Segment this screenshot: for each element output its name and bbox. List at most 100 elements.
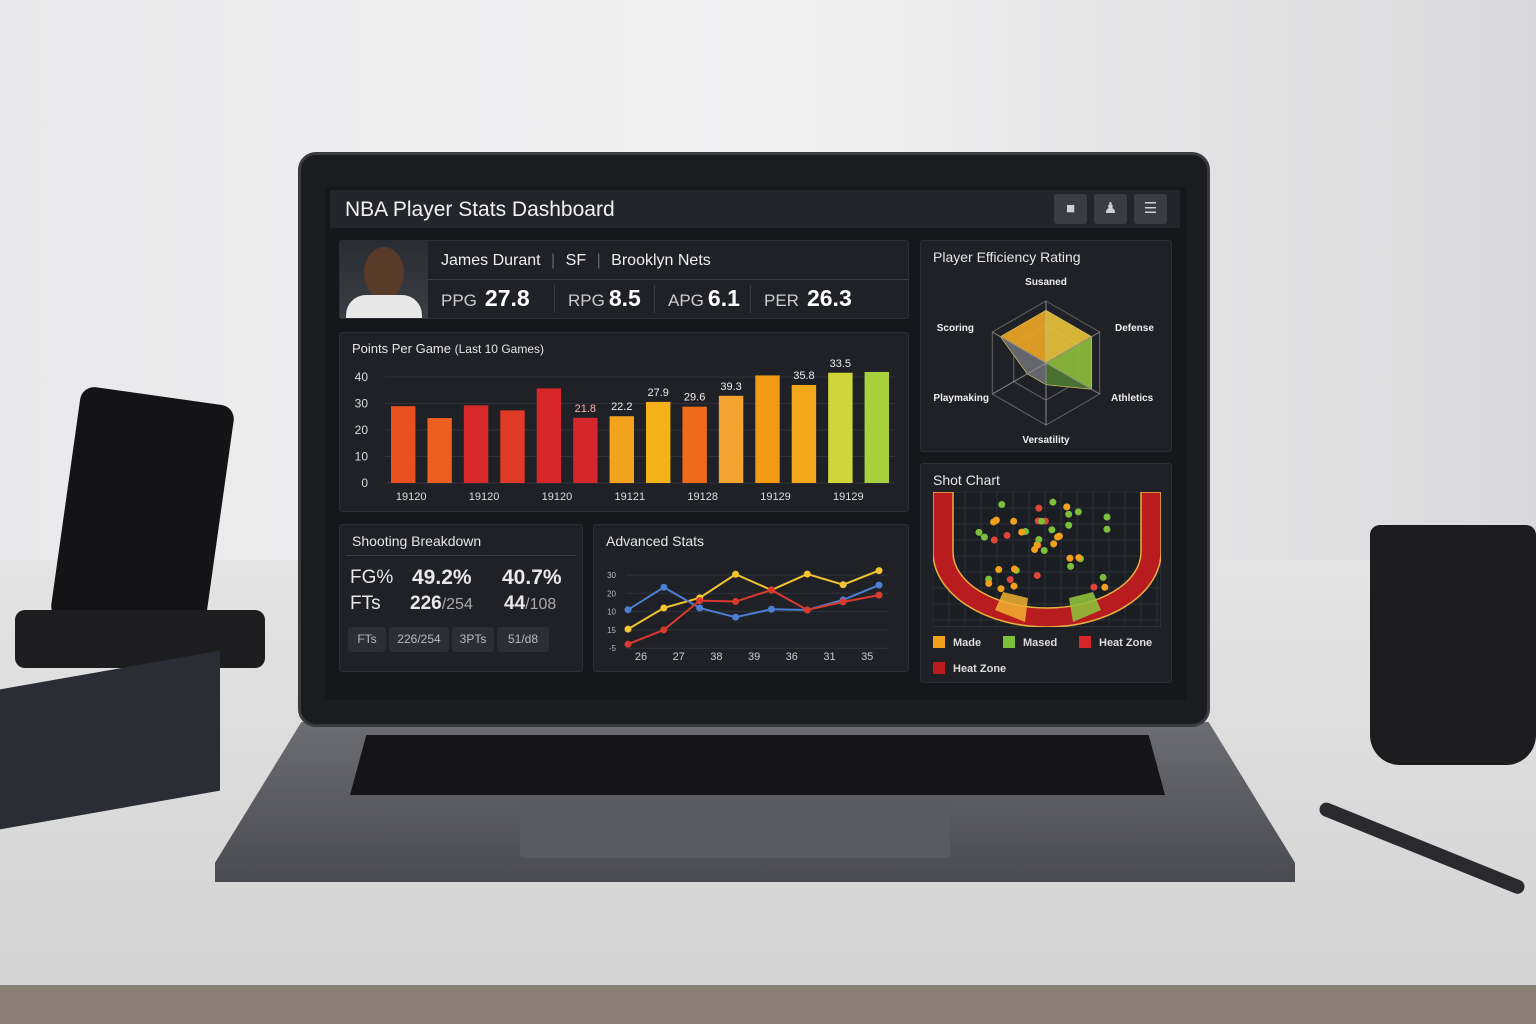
bar bbox=[536, 388, 562, 483]
data-point bbox=[660, 583, 668, 591]
x-tick-label: 36 bbox=[786, 651, 798, 663]
per-title: Player Efficiency Rating bbox=[933, 249, 1081, 265]
shot-dot bbox=[1055, 532, 1063, 540]
stat-rpg: RPG 8.5 bbox=[568, 285, 641, 311]
shot-dot bbox=[1040, 546, 1048, 554]
x-tick-label: 19120 bbox=[396, 491, 427, 503]
y-tick-label: 20 bbox=[607, 589, 616, 598]
data-point bbox=[875, 591, 883, 599]
shot-dot bbox=[1065, 521, 1073, 529]
ppg-chart-title: Points Per Game (Last 10 Games) bbox=[352, 341, 544, 356]
bar bbox=[391, 406, 416, 483]
shot-dot bbox=[975, 528, 983, 536]
shot-dot bbox=[1010, 565, 1018, 573]
three-pct: 40.7% bbox=[502, 566, 562, 589]
keyboard bbox=[350, 735, 1165, 795]
player-position: SF bbox=[565, 252, 587, 269]
coffee-mug bbox=[1370, 525, 1536, 765]
square-icon[interactable]: ■ bbox=[1054, 194, 1087, 224]
bar bbox=[828, 372, 853, 483]
data-point bbox=[732, 570, 740, 578]
advanced-title: Advanced Stats bbox=[606, 533, 705, 549]
legend-swatch bbox=[933, 662, 945, 674]
shot-dot bbox=[1010, 582, 1018, 590]
data-point bbox=[624, 625, 632, 633]
x-tick-label: 35 bbox=[861, 651, 873, 663]
legend-heat-zone: Heat Zone bbox=[1079, 636, 1152, 649]
data-point bbox=[696, 604, 704, 612]
zone-made bbox=[995, 592, 1028, 622]
phone-stand bbox=[15, 610, 265, 668]
shot-dot bbox=[1090, 583, 1098, 591]
chip-fts[interactable]: FTs bbox=[348, 627, 386, 652]
bar-data-label: 35.8 bbox=[793, 370, 814, 382]
users-icon[interactable]: ♟ bbox=[1094, 194, 1127, 224]
data-point bbox=[696, 597, 704, 605]
legend-missed: Mased bbox=[1003, 636, 1057, 649]
x-tick-label: 27 bbox=[673, 651, 685, 663]
shot-dot bbox=[990, 536, 998, 544]
legend-swatch bbox=[933, 636, 945, 648]
radar-axis bbox=[992, 331, 1047, 364]
radar-axis bbox=[992, 362, 1047, 395]
court-bg bbox=[933, 492, 1161, 627]
shot-dot bbox=[1049, 498, 1057, 506]
desk-edge bbox=[0, 985, 1536, 1024]
radar-axis-label: Scoring bbox=[937, 323, 974, 334]
shot-dot bbox=[1003, 531, 1011, 539]
message-icon[interactable]: ☰ bbox=[1134, 194, 1167, 224]
shot-dot bbox=[1035, 536, 1043, 544]
data-point bbox=[624, 640, 632, 648]
chip-3pts[interactable]: 3PTs bbox=[452, 627, 494, 652]
stat-apg: APG 6.1 bbox=[668, 285, 740, 311]
y-tick-label: 10 bbox=[607, 608, 616, 617]
data-point bbox=[767, 605, 775, 613]
bar-data-label: 27.9 bbox=[648, 387, 669, 399]
player-name: James Durant bbox=[441, 252, 541, 269]
legend-made: Made bbox=[933, 636, 981, 649]
data-point bbox=[875, 581, 883, 589]
shot-dot bbox=[1018, 528, 1026, 536]
page-title: NBA Player Stats Dashboard bbox=[345, 198, 615, 221]
shot-dot bbox=[1038, 517, 1046, 525]
bar bbox=[864, 371, 889, 483]
series-line bbox=[627, 569, 880, 631]
data-point bbox=[660, 626, 668, 634]
bar bbox=[646, 401, 671, 483]
shooting-panel: Shooting Breakdown FG% FTs 49.2% 40.7% 2… bbox=[339, 524, 583, 672]
data-point bbox=[624, 606, 632, 614]
per-panel: Player Efficiency Rating Susaned Defense A… bbox=[920, 240, 1172, 452]
y-tick-label: 30 bbox=[355, 397, 369, 411]
shot-dot bbox=[1006, 576, 1014, 584]
x-tick-label: 31 bbox=[823, 651, 835, 663]
ft-label: FTs bbox=[350, 593, 381, 614]
shot-dot bbox=[1050, 540, 1058, 548]
y-tick-label: -5 bbox=[609, 644, 617, 653]
ft-made: 226/254 bbox=[410, 593, 473, 614]
player-team: Brooklyn Nets bbox=[611, 252, 711, 269]
three-made: 44/108 bbox=[504, 593, 557, 614]
shot-dot bbox=[1065, 510, 1073, 518]
shot-dot bbox=[1067, 562, 1075, 570]
radar-axis bbox=[1045, 331, 1100, 364]
x-tick-label: 26 bbox=[635, 651, 647, 663]
bar bbox=[500, 410, 525, 483]
three-point-heat-zone bbox=[933, 492, 1161, 627]
radar-axis-label: Defense bbox=[1115, 323, 1154, 334]
radar-axis-label: Susaned bbox=[1025, 277, 1067, 288]
x-tick-label: 19120 bbox=[469, 491, 500, 503]
data-point bbox=[660, 604, 668, 612]
shot-chart-title: Shot Chart bbox=[933, 472, 1000, 488]
bar bbox=[682, 406, 707, 483]
shot-dot bbox=[1101, 583, 1109, 591]
x-tick-label: 19129 bbox=[833, 491, 864, 503]
fg-label: FG% bbox=[350, 567, 394, 588]
radar-axis bbox=[1045, 362, 1100, 395]
chip-3pt-value[interactable]: 51/d8 bbox=[497, 627, 549, 652]
shooting-title: Shooting Breakdown bbox=[352, 533, 482, 549]
bar-data-label: 21.8 bbox=[575, 403, 596, 415]
player-card: James Durant | SF | Brooklyn Nets PPG 27.… bbox=[339, 240, 909, 319]
chip-ft-value[interactable]: 226/254 bbox=[389, 627, 449, 652]
bar bbox=[573, 417, 598, 483]
player-photo bbox=[340, 241, 428, 318]
